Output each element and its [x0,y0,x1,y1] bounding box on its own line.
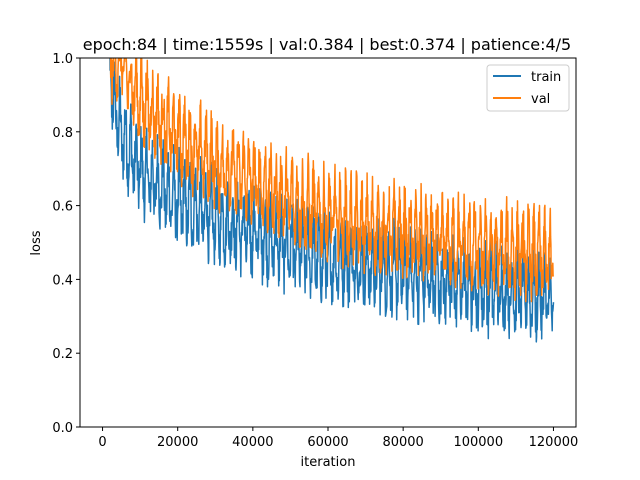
x-tick-label: 60000 [307,435,348,450]
legend: train val [486,64,570,112]
chart-title: epoch:84 | time:1559s | val:0.384 | best… [83,35,571,54]
y-axis-label: loss [29,230,44,255]
legend-train-label: train [531,70,561,85]
y-tick-label: 0.2 [52,347,73,362]
x-tick-label: 120000 [529,435,579,450]
y-tick-label: 0.0 [52,421,73,436]
series-line-val [109,58,555,303]
y-tick-label: 0.4 [52,273,73,288]
x-axis-label: iteration [301,455,356,470]
x-tick-label: 20000 [157,435,198,450]
y-tick-label: 0.6 [52,200,73,215]
y-tick-label: 1.0 [52,52,73,67]
x-tick-label: 0 [98,435,106,450]
y-tick-label: 0.8 [52,126,73,141]
series-line-train [109,58,555,343]
legend-val-label: val [531,92,550,107]
x-tick-label: 80000 [382,435,423,450]
x-tick-label: 100000 [453,435,503,450]
x-tick-label: 40000 [232,435,273,450]
